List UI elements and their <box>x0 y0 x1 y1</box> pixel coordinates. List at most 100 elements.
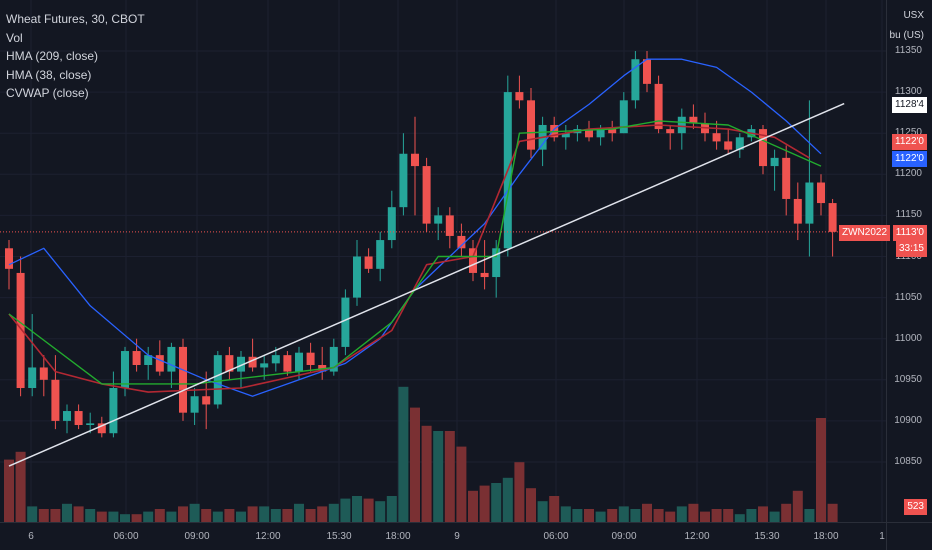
volume-bar <box>201 509 212 522</box>
volume-bar <box>421 425 432 522</box>
volume-bar <box>108 511 119 522</box>
price-tick-label: 11350 <box>894 45 922 56</box>
volume-bar <box>363 498 374 522</box>
volume-bar <box>50 509 61 522</box>
time-tick-label: 06:00 <box>543 531 569 542</box>
volume-bar <box>375 501 386 522</box>
volume-bar <box>479 485 490 522</box>
price-tick-label: 10850 <box>894 456 922 467</box>
volume-bar <box>607 509 618 522</box>
price-tick-label: 11150 <box>895 209 922 221</box>
candle-body <box>445 215 454 236</box>
last-price-tag: 1113'0 <box>892 225 927 241</box>
volume-bar <box>468 490 478 522</box>
candle-body <box>782 157 791 199</box>
volume-bar <box>15 451 26 522</box>
candle-body <box>329 346 338 372</box>
candle-body <box>585 129 593 138</box>
candle-body <box>97 423 106 434</box>
candle-body <box>434 215 443 224</box>
legend-cvwap[interactable]: CVWAP (close) <box>6 86 89 100</box>
hma-38-line <box>8 120 822 385</box>
volume-bar <box>734 514 745 522</box>
candle-body <box>677 116 686 134</box>
volume-bar <box>584 509 594 522</box>
candle-body <box>202 396 211 405</box>
volume-bar <box>526 488 536 522</box>
candle-body <box>225 355 234 372</box>
volume-bar <box>212 511 223 522</box>
time-tick-label: 09:00 <box>611 531 637 542</box>
volume-bar <box>386 496 397 522</box>
legend-hma-209[interactable]: HMA (209, close) <box>6 49 99 63</box>
time-tick-label: 18:00 <box>385 531 411 542</box>
candle-body <box>28 367 37 389</box>
volume-bar <box>792 490 803 522</box>
candle-body <box>121 351 129 389</box>
currency-label[interactable]: USX <box>903 10 924 21</box>
volume-bar <box>549 496 560 522</box>
volume-bar <box>305 509 316 522</box>
volume-bar <box>236 511 246 522</box>
volume-bar <box>352 496 362 522</box>
cvwap-line <box>8 102 845 467</box>
candle-body <box>306 352 315 366</box>
candle-body <box>376 240 385 269</box>
candle-body <box>770 157 779 167</box>
candle-body <box>793 198 802 224</box>
candle-body <box>596 129 605 138</box>
candle-body <box>295 352 303 372</box>
time-tick-label: 09:00 <box>184 531 210 542</box>
candle-body <box>341 297 350 347</box>
candle-body <box>387 207 396 241</box>
candle-body <box>689 116 698 124</box>
volume-bar <box>247 506 258 522</box>
volume-bar <box>711 509 722 522</box>
candle-body <box>643 59 651 84</box>
volume-bar <box>456 446 467 522</box>
candle-body <box>654 83 663 130</box>
volume-bar <box>491 483 502 522</box>
candle-body <box>271 355 280 364</box>
price-scale-header: USX bu (US) <box>886 0 932 70</box>
candle-body <box>735 137 744 150</box>
candle-body <box>828 203 837 232</box>
candle-body <box>561 133 570 138</box>
hma-blue-line <box>8 58 822 397</box>
candle-body <box>179 346 187 413</box>
time-tick-label: 6 <box>28 531 34 542</box>
legend-volume[interactable]: Vol <box>6 30 23 45</box>
volume-bar <box>224 509 235 522</box>
candle-body <box>411 153 419 167</box>
volume-bar <box>746 509 757 522</box>
symbol-tag: ZWN2022 <box>839 225 891 241</box>
candle-body <box>74 411 83 426</box>
candle-body <box>132 351 141 366</box>
candle-body <box>817 182 825 204</box>
volume-bar <box>537 501 548 522</box>
hma209-price-tag: 1122'0 <box>892 134 927 150</box>
candle-body <box>608 129 617 134</box>
candle-body <box>51 379 60 421</box>
legend-hma-38[interactable]: HMA (38, close) <box>6 67 92 82</box>
volume-bar <box>618 506 629 522</box>
time-tick-label: 15:30 <box>754 531 780 542</box>
volume-bar <box>328 503 339 522</box>
price-tick-label: 10900 <box>894 414 922 426</box>
volume-bar <box>827 503 838 522</box>
candle-body <box>364 256 373 269</box>
candle-body <box>190 396 199 413</box>
candle-body <box>213 355 222 405</box>
unit-label[interactable]: bu (US) <box>889 30 924 41</box>
legend-symbol-title[interactable]: Wheat Futures, 30, CBOT <box>6 12 145 26</box>
volume-bar <box>85 509 96 522</box>
chart-legend: Wheat Futures, 30, CBOT Vol HMA (209, cl… <box>6 10 145 103</box>
volume-bar <box>781 503 792 522</box>
price-tick-label: 11000 <box>894 332 922 344</box>
price-tick-label: 11200 <box>894 168 922 180</box>
volume-bar <box>27 506 38 522</box>
hma-209-line <box>8 124 810 393</box>
candle-body <box>248 356 257 368</box>
candle-body <box>492 248 501 278</box>
